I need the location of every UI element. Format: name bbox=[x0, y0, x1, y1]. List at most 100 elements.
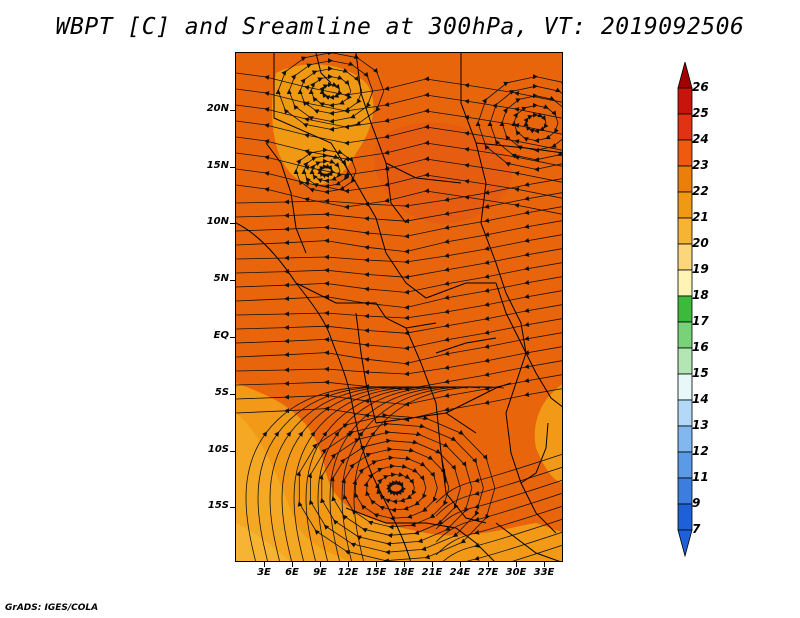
boundary-line bbox=[295, 282, 437, 329]
colorbar-segment bbox=[677, 373, 693, 401]
boundary-line bbox=[345, 507, 495, 561]
streamline bbox=[236, 168, 562, 199]
wbpt-field-21-22-sw bbox=[236, 413, 351, 561]
colorbar-segment bbox=[677, 269, 693, 297]
streamline bbox=[435, 505, 562, 556]
streamlines bbox=[236, 53, 562, 561]
streamline bbox=[236, 184, 562, 215]
colorbar-level-label: 23 bbox=[692, 158, 709, 172]
streamline bbox=[329, 386, 481, 561]
lon-tick bbox=[292, 562, 293, 567]
lon-tick bbox=[516, 562, 517, 567]
lat-tick bbox=[230, 110, 235, 111]
colorbar-level-label: 9 bbox=[692, 496, 701, 510]
colorbar-segment bbox=[677, 503, 693, 531]
streamline bbox=[435, 466, 562, 517]
boundary-line bbox=[375, 412, 477, 434]
lon-label: 9E bbox=[313, 567, 327, 578]
colorbar-segment bbox=[677, 399, 693, 427]
boundary-line bbox=[385, 252, 496, 299]
streamline bbox=[466, 531, 562, 561]
streamline bbox=[281, 386, 433, 561]
lon-tick bbox=[488, 562, 489, 567]
boundary-line bbox=[385, 162, 407, 224]
lon-label: 33E bbox=[533, 567, 555, 578]
lat-tick bbox=[230, 280, 235, 281]
colorbar-level-label: 7 bbox=[692, 522, 701, 536]
boundary-line bbox=[236, 222, 411, 561]
lat-label: 15S bbox=[207, 500, 229, 511]
colorbar-level-label: 18 bbox=[692, 288, 709, 302]
lon-tick bbox=[404, 562, 405, 567]
streamline bbox=[317, 386, 469, 561]
boundary-line bbox=[495, 522, 560, 561]
lat-tick bbox=[230, 507, 235, 508]
colorbar-segment bbox=[677, 139, 693, 167]
streamline bbox=[435, 479, 562, 530]
boundary-line bbox=[265, 142, 307, 254]
lat-label: 20N bbox=[206, 103, 229, 114]
streamline-map bbox=[236, 53, 562, 561]
coastline-and-borders bbox=[236, 53, 562, 561]
colorbar-level-label: 12 bbox=[692, 444, 709, 458]
lon-label: 21E bbox=[421, 567, 443, 578]
colorbar-segment bbox=[677, 113, 693, 141]
colorbar-level-label: 20 bbox=[692, 236, 709, 250]
lon-tick bbox=[432, 562, 433, 567]
streamline bbox=[435, 492, 562, 543]
colorbar-segment bbox=[677, 165, 693, 193]
streamline bbox=[293, 386, 445, 561]
colorbar-segment bbox=[677, 425, 693, 453]
colorbar-segment bbox=[677, 451, 693, 479]
lat-label: 10N bbox=[206, 216, 229, 227]
lat-tick bbox=[230, 451, 235, 452]
streamline bbox=[269, 386, 421, 561]
colorbar-level-label: 26 bbox=[692, 80, 709, 94]
colorbar-segment bbox=[677, 347, 693, 375]
lat-label: 10S bbox=[207, 444, 229, 455]
lon-label: 3E bbox=[257, 567, 271, 578]
boundary-line bbox=[435, 337, 497, 354]
lat-label: 15N bbox=[206, 160, 229, 171]
colorbar-segment bbox=[677, 217, 693, 245]
colorbar-segment bbox=[677, 243, 693, 271]
lon-label: 12E bbox=[337, 567, 359, 578]
streamline bbox=[475, 74, 562, 172]
boundary-line bbox=[505, 292, 557, 534]
lon-tick bbox=[320, 562, 321, 567]
lon-tick bbox=[460, 562, 461, 567]
lon-label: 24E bbox=[449, 567, 471, 578]
colorbar-level-label: 15 bbox=[692, 366, 709, 380]
lat-label: 5N bbox=[213, 273, 229, 284]
colorbar-top-arrow bbox=[677, 62, 693, 89]
streamline bbox=[512, 544, 562, 561]
boundary-line bbox=[355, 312, 377, 424]
colorbar-segment bbox=[677, 295, 693, 323]
boundary-line bbox=[315, 53, 332, 84]
colorbar-segment bbox=[677, 191, 693, 219]
colorbar-level-label: 21 bbox=[692, 210, 709, 224]
streamline bbox=[305, 386, 457, 561]
streamline bbox=[341, 386, 493, 561]
colorbar-bottom-arrow bbox=[677, 529, 693, 558]
colorbar-level-label: 22 bbox=[692, 184, 709, 198]
boundary-line bbox=[495, 282, 562, 408]
lon-label: 18E bbox=[393, 567, 415, 578]
streamline bbox=[293, 147, 357, 195]
streamline bbox=[257, 386, 409, 561]
streamline bbox=[245, 386, 397, 561]
lon-label: 30E bbox=[505, 567, 527, 578]
colorbar-level-label: 14 bbox=[692, 392, 709, 406]
colorbar-level-label: 13 bbox=[692, 418, 709, 432]
colorbar-segment bbox=[677, 87, 693, 115]
colorbar-level-label: 25 bbox=[692, 106, 709, 120]
boundary-line bbox=[440, 452, 487, 524]
lon-tick bbox=[376, 562, 377, 567]
footer-credit: GrADS: IGES/COLA bbox=[5, 603, 99, 613]
streamline bbox=[353, 386, 505, 561]
map-panel bbox=[235, 52, 563, 562]
streamline bbox=[275, 53, 385, 132]
lat-tick bbox=[230, 394, 235, 395]
boundary-line bbox=[355, 53, 462, 184]
lon-label: 27E bbox=[477, 567, 499, 578]
